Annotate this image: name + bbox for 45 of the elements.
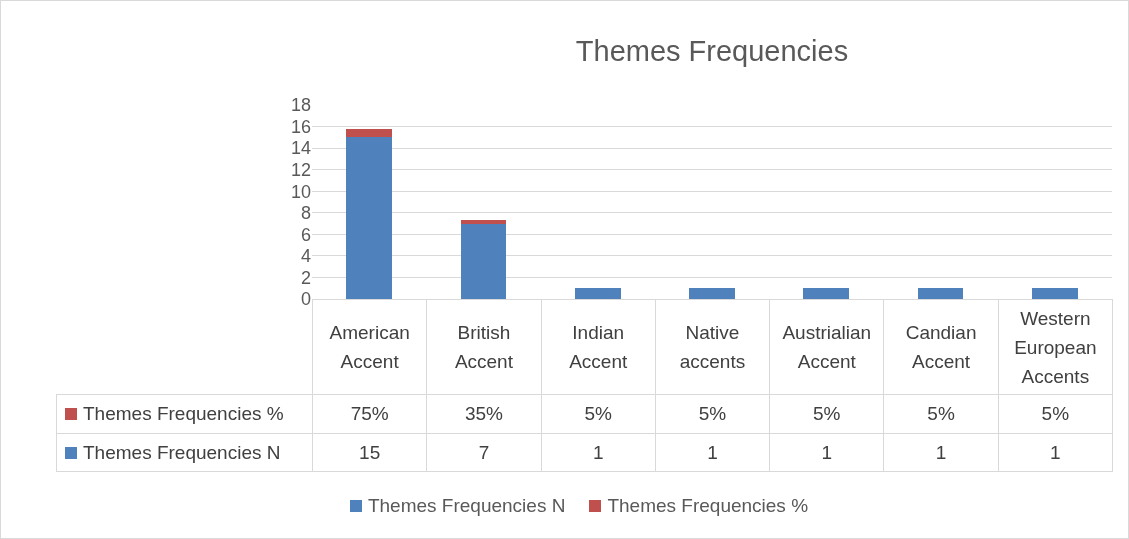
bar	[803, 288, 850, 299]
y-tick-label: 2	[300, 267, 311, 288]
data-label: 1	[654, 432, 771, 472]
x-tick-label: Western European Accents	[1013, 306, 1098, 389]
y-tick-label: 14	[290, 138, 311, 159]
y-tick-label: 18	[290, 95, 311, 116]
bar	[574, 288, 621, 299]
data-label: 5%	[997, 394, 1113, 434]
x-tick-label: Austrialian Accent	[781, 321, 873, 374]
x-tick-label: British Accent	[453, 321, 514, 374]
y-tick-label: 6	[300, 224, 311, 245]
text: Themes Frequencies %	[607, 495, 809, 516]
x-tick-label: Indian Accent	[568, 321, 629, 374]
data-label: 7	[426, 432, 542, 472]
bar	[346, 137, 392, 299]
data-label: 1	[883, 432, 999, 472]
bar	[460, 223, 507, 299]
y-tick-label: 16	[290, 116, 311, 137]
chart-title: Themes Frequencies	[575, 35, 849, 68]
y-tick-label: 8	[300, 203, 311, 224]
bar	[1032, 288, 1078, 299]
x-tick-label: Candian Accent	[904, 321, 978, 374]
data-label: 5%	[883, 394, 999, 434]
x-tick-label: American Accent	[328, 321, 411, 374]
data-label: 5%	[654, 394, 771, 434]
data-label: 15	[312, 432, 428, 472]
bar	[346, 129, 392, 138]
x-tick-label: Native accents	[678, 321, 747, 374]
y-tick-label: 12	[290, 159, 311, 180]
y-tick-label: 10	[290, 181, 311, 202]
y-tick-label: 4	[300, 246, 311, 267]
bar	[689, 288, 735, 299]
bar	[460, 219, 507, 224]
legend-label: Themes Frequencies %	[83, 403, 284, 425]
data-label: 5%	[540, 394, 656, 434]
data-label: 75%	[312, 394, 428, 434]
y-tick-label: 0	[300, 289, 311, 310]
data-label: 5%	[769, 394, 885, 434]
legend-label: Themes Frequencies N	[83, 441, 281, 463]
bar	[917, 288, 964, 299]
data-label: 1	[997, 432, 1113, 472]
data-label: 1	[540, 432, 656, 472]
data-label: 35%	[426, 394, 542, 434]
text: Themes Frequencies N	[367, 495, 566, 516]
data-label: 1	[769, 432, 885, 472]
